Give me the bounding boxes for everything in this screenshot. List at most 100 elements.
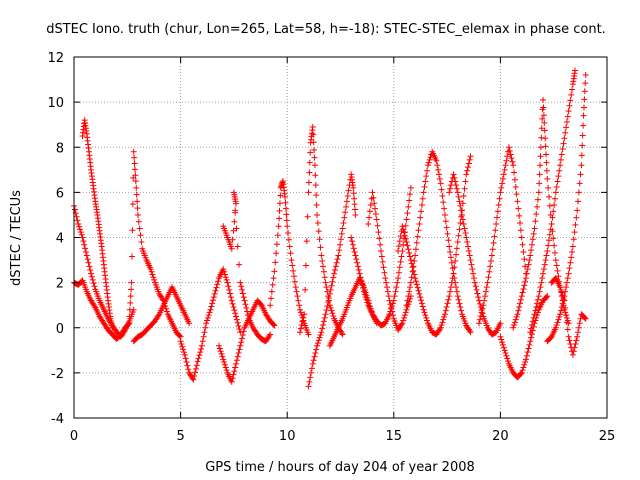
data-point — [302, 286, 309, 293]
data-point — [293, 288, 300, 295]
data-point — [76, 226, 83, 233]
data-point — [467, 329, 474, 336]
data-point — [580, 104, 587, 111]
data-point — [210, 294, 217, 301]
data-point — [476, 316, 483, 323]
data-point — [339, 331, 346, 338]
series-track-e — [130, 284, 193, 345]
data-point — [407, 191, 414, 198]
data-point — [572, 340, 579, 347]
data-point — [575, 189, 582, 196]
data-point — [361, 291, 368, 298]
data-point — [231, 368, 238, 375]
data-point — [322, 279, 329, 286]
data-point — [532, 218, 539, 225]
data-point — [402, 309, 409, 316]
data-point — [399, 223, 406, 230]
data-point — [540, 112, 547, 119]
data-point — [447, 288, 454, 295]
data-point — [517, 296, 524, 303]
data-point — [567, 97, 574, 104]
data-point — [366, 208, 373, 215]
data-point — [493, 214, 500, 221]
data-point — [275, 223, 282, 230]
data-point — [414, 233, 421, 240]
data-point — [523, 270, 530, 277]
data-point — [528, 325, 535, 332]
data-point — [149, 271, 156, 278]
data-point — [233, 360, 240, 367]
data-point — [413, 281, 420, 288]
data-point — [499, 180, 506, 187]
data-point — [554, 319, 561, 326]
data-point — [527, 252, 534, 259]
data-point — [474, 290, 481, 297]
data-point — [297, 309, 304, 316]
data-point — [557, 162, 564, 169]
data-point — [349, 238, 356, 245]
data-point — [555, 173, 562, 180]
data-point — [460, 192, 467, 199]
data-point — [320, 263, 327, 270]
data-point — [582, 72, 589, 79]
data-point — [310, 131, 317, 138]
data-point — [85, 259, 92, 266]
data-point — [221, 268, 228, 275]
data-point — [539, 275, 546, 282]
data-point — [224, 279, 231, 286]
data-point — [371, 200, 378, 207]
data-point — [511, 319, 518, 326]
data-point — [576, 180, 583, 187]
data-point — [415, 227, 422, 234]
data-point — [452, 257, 459, 264]
data-point — [544, 248, 551, 255]
data-point — [424, 162, 431, 169]
data-point — [563, 312, 570, 319]
data-point — [521, 256, 528, 263]
data-point — [208, 303, 215, 310]
data-point — [297, 325, 304, 332]
series-track-g — [215, 297, 278, 385]
data-point — [128, 279, 135, 286]
data-point — [453, 284, 460, 291]
data-point — [514, 198, 521, 205]
data-point — [364, 299, 371, 306]
data-point — [305, 179, 312, 186]
data-point — [560, 294, 567, 301]
data-point — [357, 274, 364, 281]
data-point — [163, 308, 170, 315]
data-point — [456, 198, 463, 205]
data-point — [133, 184, 140, 191]
data-point — [385, 293, 392, 300]
data-point — [388, 304, 395, 311]
data-point — [549, 214, 556, 221]
data-point — [401, 312, 408, 319]
data-point — [463, 234, 470, 241]
data-point — [546, 193, 553, 200]
series-track-n — [365, 189, 414, 334]
data-point — [223, 367, 230, 374]
data-point — [525, 261, 532, 268]
data-point — [308, 369, 315, 376]
data-point — [450, 171, 457, 178]
data-point — [358, 277, 365, 284]
data-point — [243, 304, 250, 311]
data-point — [548, 220, 555, 227]
data-point — [147, 266, 154, 273]
data-point — [407, 279, 414, 286]
data-point — [313, 192, 320, 199]
data-point — [349, 241, 356, 248]
data-point — [418, 202, 425, 209]
data-point — [241, 297, 248, 304]
data-point — [340, 220, 347, 227]
data-point — [82, 245, 89, 252]
data-point — [405, 293, 412, 300]
data-point — [543, 151, 550, 158]
series-track-u — [527, 67, 579, 336]
data-point — [515, 205, 522, 212]
data-point — [233, 357, 240, 364]
data-point — [554, 267, 561, 274]
data-point — [423, 173, 430, 180]
data-point — [182, 355, 189, 362]
data-points — [71, 67, 589, 390]
